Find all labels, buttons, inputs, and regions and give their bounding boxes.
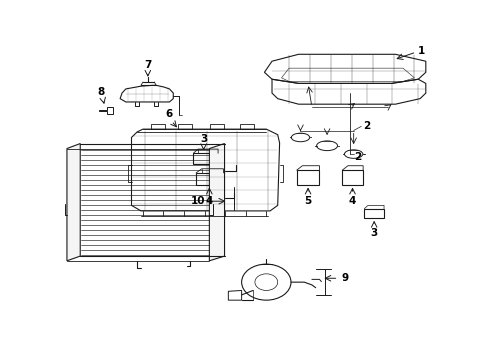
Bar <box>364 209 384 218</box>
Polygon shape <box>209 144 224 261</box>
Text: 8: 8 <box>98 87 105 97</box>
Text: 2: 2 <box>363 121 370 131</box>
Text: 1: 1 <box>418 46 425 56</box>
Text: 4: 4 <box>206 195 213 206</box>
Text: 3: 3 <box>200 134 207 144</box>
Bar <box>342 170 363 185</box>
Text: 4: 4 <box>349 196 356 206</box>
Text: 3: 3 <box>370 228 378 238</box>
Polygon shape <box>67 144 80 261</box>
Bar <box>196 173 223 185</box>
Text: 10: 10 <box>191 196 206 206</box>
Text: 7: 7 <box>144 59 151 69</box>
Text: 2: 2 <box>354 152 362 162</box>
Bar <box>297 170 319 185</box>
Text: 9: 9 <box>342 273 348 283</box>
Bar <box>194 153 218 164</box>
Text: 6: 6 <box>166 109 173 118</box>
Text: 5: 5 <box>304 196 312 206</box>
